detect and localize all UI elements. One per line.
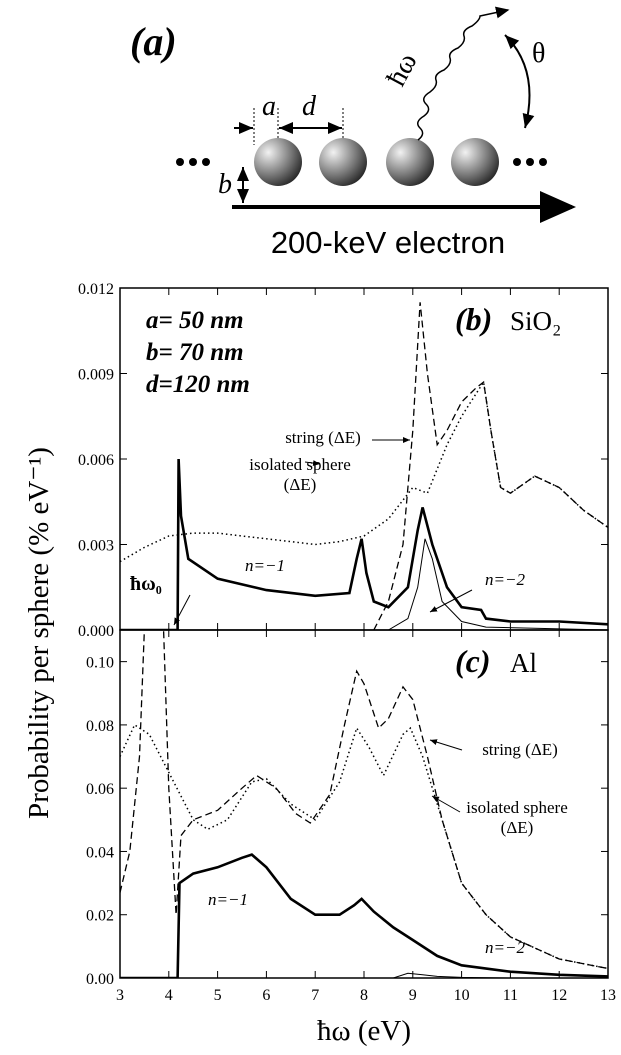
series-line [120, 853, 608, 978]
series-line [120, 723, 608, 970]
parameter: d=120 nm [146, 371, 250, 398]
y-tick-label: 0.02 [86, 908, 114, 925]
y-tick-label: 0.00 [86, 971, 114, 988]
angle-label: θ [532, 38, 545, 69]
series-label: n=−2 [485, 570, 525, 589]
y-tick-label: 0.06 [86, 781, 114, 798]
y-tick-label: 0.009 [78, 367, 114, 384]
sphere [451, 138, 499, 186]
series-label: isolated sphere (ΔE) [249, 455, 351, 494]
y-tick-label: 0.10 [86, 655, 114, 672]
x-tick-label: 3 [116, 987, 124, 1004]
sphere [254, 138, 302, 186]
sphere [386, 138, 434, 186]
angle-arrow [504, 34, 535, 129]
x-axis-label: ħω (eV) [317, 1015, 411, 1047]
series-line [393, 972, 511, 978]
x-tick-label: 4 [165, 987, 173, 1004]
x-tick-label: 9 [409, 987, 417, 1004]
b-label: b [218, 169, 232, 200]
series-label: isolated sphere (ΔE) [466, 798, 568, 837]
x-tick-label: 13 [600, 987, 616, 1004]
series-label: string (ΔE) [285, 428, 361, 447]
series-line [120, 458, 608, 630]
ellipsis [176, 158, 547, 166]
series-label: n=−1 [208, 890, 248, 909]
x-tick-label: 5 [214, 987, 222, 1004]
x-tick-label: 12 [551, 987, 567, 1004]
series-label: string (ΔE) [482, 740, 558, 759]
y-axis-label: Probability per sphere (% eV⁻¹) [23, 447, 55, 819]
x-tick-label: 10 [454, 987, 470, 1004]
x-tick-label: 8 [360, 987, 368, 1004]
series-line [120, 380, 608, 563]
material-label: SiO₂ [510, 306, 561, 336]
y-tick-label: 0.04 [86, 844, 114, 861]
a-label: a [262, 91, 276, 122]
panel-label: (c) [455, 643, 491, 679]
sphere [319, 138, 367, 186]
series-label: n=−2 [485, 938, 525, 957]
series-label: n=−1 [245, 556, 285, 575]
series-line [388, 538, 608, 630]
d-label: d [302, 91, 317, 122]
series-line [373, 302, 608, 630]
x-tick-label: 6 [262, 987, 270, 1004]
photon [417, 6, 510, 141]
y-tick-label: 0.003 [78, 538, 114, 555]
series-line [120, 630, 608, 970]
panel-label: (a) [130, 19, 177, 64]
x-tick-label: 7 [311, 987, 319, 1004]
material-label: Al [510, 648, 537, 678]
annotation-arrows [173, 437, 473, 813]
y-tick-label: 0.000 [78, 623, 114, 640]
panel-label: (b) [455, 301, 492, 337]
electron-label: 200-keV electron [271, 225, 505, 260]
photon-label: ħω [381, 48, 424, 91]
diagram: (a) a d b ħω θ 200-keV electron [130, 6, 576, 260]
y-tick-label: 0.006 [78, 452, 114, 469]
parameter: a= 50 nm [146, 307, 244, 334]
y-tick-label: 0.012 [78, 281, 114, 298]
threshold-label: ħω₀ [130, 573, 162, 595]
parameter: b= 70 nm [146, 339, 244, 366]
y-tick-label: 0.08 [86, 718, 114, 735]
x-tick-label: 11 [503, 987, 518, 1004]
